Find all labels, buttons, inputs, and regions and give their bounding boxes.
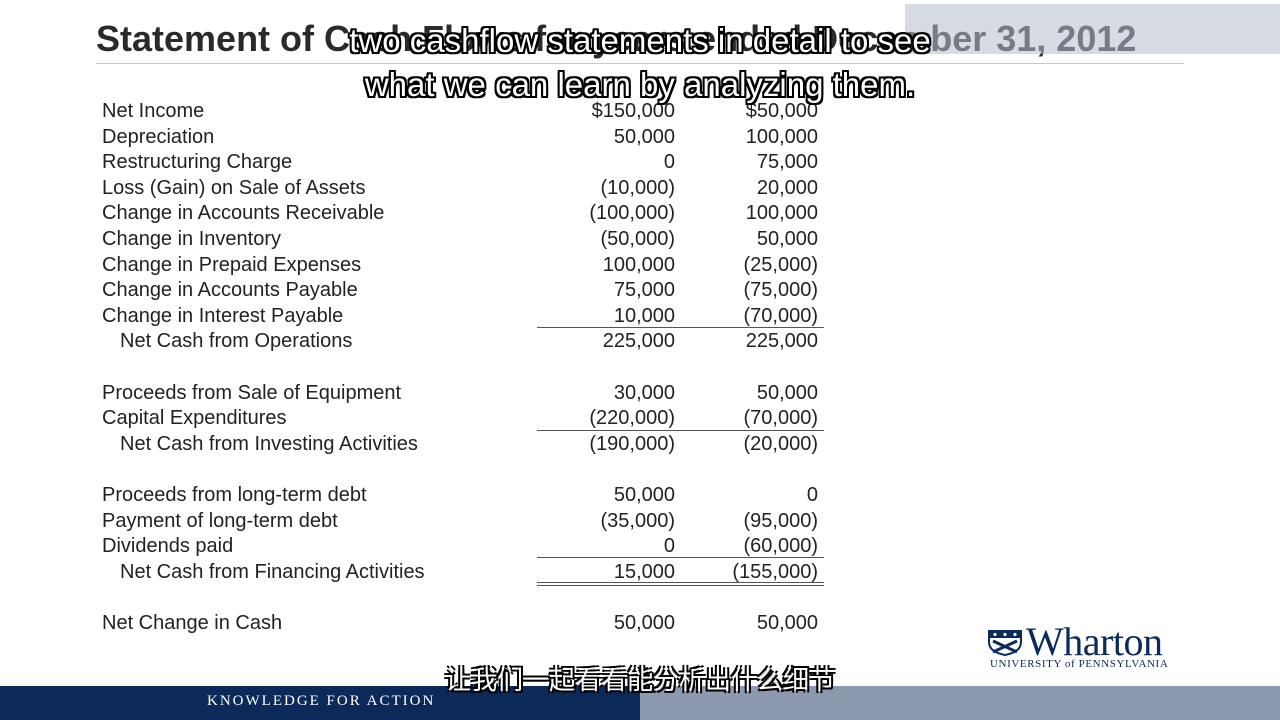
- value-col1: 75,000: [613, 279, 675, 301]
- subtotal-rule: [537, 557, 824, 558]
- value-col1: (100,000): [589, 202, 675, 224]
- value-col1: $150,000: [591, 100, 675, 122]
- shield-icon: [988, 630, 1022, 656]
- value-col2: (155,000): [732, 561, 818, 583]
- value-col1: (220,000): [589, 407, 675, 429]
- title-divider: [96, 63, 1184, 64]
- value-col2: 20,000: [756, 177, 818, 199]
- row-label: Loss (Gain) on Sale of Assets: [102, 177, 366, 199]
- total-row: Net Change in Cash 50,000 50,000: [0, 610, 1280, 636]
- value-col1: 0: [663, 151, 675, 173]
- value-col2: 50,000: [756, 612, 818, 634]
- row-label: Net Cash from Financing Activities: [120, 561, 425, 583]
- value-col1: 30,000: [613, 382, 675, 404]
- footer-bar-right: [640, 686, 1280, 720]
- table-row: Payment of long-term debt (35,000) (95,0…: [0, 508, 1280, 534]
- value-col2: 75,000: [756, 151, 818, 173]
- row-label: Net Change in Cash: [102, 612, 283, 634]
- row-label: Proceeds from long-term debt: [102, 484, 367, 506]
- row-label: Net Cash from Operations: [120, 330, 353, 352]
- table-row: Loss (Gain) on Sale of Assets (10,000) 2…: [0, 175, 1280, 201]
- subtotal-row: Net Cash from Financing Activities 15,00…: [0, 559, 1280, 585]
- value-col2: 0: [806, 484, 818, 506]
- value-col1: 225,000: [602, 330, 675, 352]
- value-col1: 0: [663, 535, 675, 557]
- title-overlay: [905, 4, 1280, 54]
- row-label: Dividends paid: [102, 535, 234, 557]
- table-row: Dividends paid 0 (60,000): [0, 533, 1280, 559]
- value-col1: 50,000: [613, 126, 675, 148]
- row-label: Depreciation: [102, 126, 215, 148]
- table-row: Change in Accounts Payable 75,000 (75,00…: [0, 277, 1280, 303]
- value-col2: (70,000): [743, 407, 819, 429]
- table-row: Change in Prepaid Expenses 100,000 (25,0…: [0, 252, 1280, 278]
- row-label: Restructuring Charge: [102, 151, 293, 173]
- table-row: Depreciation 50,000 100,000: [0, 124, 1280, 150]
- value-col1: 100,000: [602, 254, 675, 276]
- value-col2: (75,000): [743, 279, 819, 301]
- subtotal-row: Net Cash from Investing Activities (190,…: [0, 431, 1280, 457]
- subtotal-rule: [537, 430, 824, 431]
- value-col2: (20,000): [743, 433, 819, 455]
- table-row: Restructuring Charge 0 75,000: [0, 149, 1280, 175]
- value-col1: 10,000: [613, 305, 675, 327]
- value-col1: (190,000): [589, 433, 675, 455]
- row-label: Change in Accounts Payable: [102, 279, 358, 301]
- logo-subtitle: UNIVERSITY of PENNSYLVANIA: [990, 658, 1169, 670]
- value-col2: (95,000): [743, 510, 819, 532]
- table-row: Change in Inventory (50,000) 50,000: [0, 226, 1280, 252]
- table-row: Change in Accounts Receivable (100,000) …: [0, 200, 1280, 226]
- value-col1: 15,000: [613, 561, 675, 583]
- row-label: Change in Prepaid Expenses: [102, 254, 362, 276]
- total-double-rule: [537, 582, 824, 586]
- value-col2: $50,000: [745, 100, 818, 122]
- value-col1: 50,000: [613, 484, 675, 506]
- table-row: Proceeds from Sale of Equipment 30,000 5…: [0, 380, 1280, 406]
- footer-tagline: KNOWLEDGE FOR ACTION: [207, 693, 436, 709]
- value-col1: (50,000): [600, 228, 676, 250]
- table-row: Capital Expenditures (220,000) (70,000): [0, 405, 1280, 431]
- value-col2: (25,000): [743, 254, 819, 276]
- value-col1: (10,000): [600, 177, 676, 199]
- subtitle-english-line2: what we can learn by analyzing them.: [364, 66, 916, 103]
- logo-wordmark: Wharton: [1026, 619, 1163, 664]
- row-label: Change in Interest Payable: [102, 305, 344, 327]
- subtotal-rule: [537, 327, 824, 328]
- table-row: Net Income $150,000 $50,000: [0, 98, 1280, 124]
- value-col2: 50,000: [756, 228, 818, 250]
- row-label: Payment of long-term debt: [102, 510, 338, 532]
- subtotal-row: Net Cash from Operations 225,000 225,000: [0, 328, 1280, 354]
- row-label: Capital Expenditures: [102, 407, 287, 429]
- value-col2: 50,000: [756, 382, 818, 404]
- value-col2: (70,000): [743, 305, 819, 327]
- value-col2: 100,000: [745, 126, 818, 148]
- subtitle-chinese: 让我们一起看看能分析出什么细节: [444, 666, 835, 696]
- value-col2: (60,000): [743, 535, 819, 557]
- row-label: Change in Inventory: [102, 228, 282, 250]
- value-col1: (35,000): [600, 510, 676, 532]
- row-label: Change in Accounts Receivable: [102, 202, 385, 224]
- value-col1: 50,000: [613, 612, 675, 634]
- table-row: Proceeds from long-term debt 50,000 0: [0, 482, 1280, 508]
- subtitle-english-line1: two cashflow statements in detail to see: [349, 22, 931, 59]
- table-row: Change in Interest Payable 10,000 (70,00…: [0, 303, 1280, 329]
- value-col2: 225,000: [745, 330, 818, 352]
- wharton-logo: Wharton UNIVERSITY of PENNSYLVANIA: [988, 619, 1188, 674]
- row-label: Proceeds from Sale of Equipment: [102, 382, 402, 404]
- row-label: Net Cash from Investing Activities: [120, 433, 418, 455]
- row-label: Net Income: [102, 100, 205, 122]
- value-col2: 100,000: [745, 202, 818, 224]
